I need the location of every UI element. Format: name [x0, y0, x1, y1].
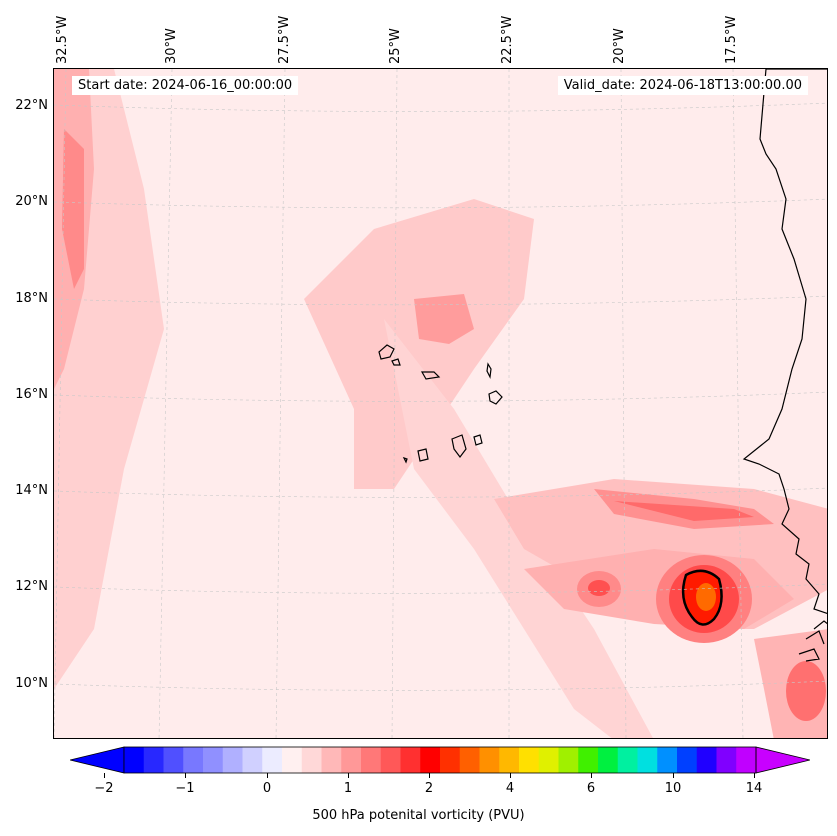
lon-label: 22.5°W [500, 15, 515, 64]
colorbar-segment [222, 747, 243, 773]
colorbar-segment [301, 747, 322, 773]
pv-anomaly-core [696, 583, 716, 611]
colorbar-segment [558, 747, 579, 773]
colorbar-segment [519, 747, 540, 773]
lat-label: 10°N [15, 676, 48, 691]
colorbar-segment [696, 747, 717, 773]
start-date-label: Start date: 2024-06-16_00:00:00 [72, 76, 299, 95]
colorbar-segment [183, 747, 204, 773]
colorbar-segment [163, 747, 184, 773]
lat-label: 18°N [15, 291, 48, 306]
colorbar-segment [203, 747, 224, 773]
lon-label: 32.5°W [55, 15, 70, 64]
pv-band-west-core [62, 129, 84, 289]
potential-vorticity-map [54, 69, 827, 738]
colorbar-outline [123, 746, 757, 774]
colorbar-segment [637, 747, 658, 773]
colorbar-tickmark [673, 773, 674, 778]
lon-label: 30°W [164, 28, 179, 64]
colorbar-segment [716, 747, 737, 773]
pv-patch-central [414, 294, 474, 344]
colorbar-tick-label: 10 [664, 781, 682, 796]
valid-date-label: Valid_date: 2024-06-18T13:00:00.00 [557, 76, 808, 95]
graticule [54, 69, 827, 738]
colorbar-label: 500 hPa potenital vorticity (PVU) [312, 808, 525, 823]
colorbar-segment [124, 747, 145, 773]
lat-label: 12°N [15, 579, 48, 594]
cape-verde-islands [378, 344, 503, 464]
colorbar-segment [736, 747, 757, 773]
colorbar-tick-label: 4 [505, 781, 515, 796]
lon-label: 25°W [388, 28, 403, 64]
colorbar-segment [282, 747, 303, 773]
colorbar-segment [341, 747, 362, 773]
pv-patch-southeast-core [786, 661, 826, 721]
map-panel [53, 68, 828, 739]
colorbar-tickmark [104, 773, 105, 778]
colorbar-tickmark [429, 773, 430, 778]
colorbar-segment [440, 747, 461, 773]
colorbar-tickmark [591, 773, 592, 778]
colorbar-segment [499, 747, 520, 773]
colorbar [70, 746, 810, 774]
pv-streak-east-core [614, 501, 754, 521]
colorbar-segment [361, 747, 382, 773]
pv-band-central [304, 199, 534, 489]
lon-label: 17.5°W [724, 15, 739, 64]
colorbar-segment [262, 747, 283, 773]
colorbar-segment [459, 747, 480, 773]
colorbar-tick-label: −2 [94, 781, 114, 796]
colorbar-segment [420, 747, 441, 773]
colorbar-tick-label: 6 [586, 781, 596, 796]
colorbar-tick-label: 0 [262, 781, 272, 796]
lat-label: 16°N [15, 387, 48, 402]
colorbar-segment [598, 747, 619, 773]
colorbar-segment [677, 747, 698, 773]
lon-label: 20°W [612, 28, 627, 64]
africa-coastline [742, 69, 827, 662]
colorbar-tick-label: 2 [424, 781, 434, 796]
colorbar-tickmark [185, 773, 186, 778]
colorbar-tick-label: −1 [175, 781, 195, 796]
colorbar-segment [538, 747, 559, 773]
colorbar-segment [242, 747, 263, 773]
lat-label: 14°N [15, 483, 48, 498]
colorbar-segment [657, 747, 678, 773]
colorbar-tickmark [267, 773, 268, 778]
colorbar-over-arrow [755, 746, 810, 774]
colorbar-tickmark [348, 773, 349, 778]
colorbar-tickmark [754, 773, 755, 778]
colorbar-tickmark [510, 773, 511, 778]
colorbar-segment [380, 747, 401, 773]
colorbar-segment [321, 747, 342, 773]
lat-label: 22°N [15, 98, 48, 113]
colorbar-tick-label: 1 [343, 781, 353, 796]
lon-label: 27.5°W [277, 15, 292, 64]
colorbar-segment [617, 747, 638, 773]
colorbar-segment [400, 747, 421, 773]
colorbar-tick-label: 14 [745, 781, 763, 796]
colorbar-segment [578, 747, 599, 773]
colorbar-under-arrow [70, 746, 125, 774]
colorbar-segment [479, 747, 500, 773]
lat-label: 20°N [15, 194, 48, 209]
colorbar-segment [143, 747, 164, 773]
pv-blob-small-core [588, 580, 610, 596]
